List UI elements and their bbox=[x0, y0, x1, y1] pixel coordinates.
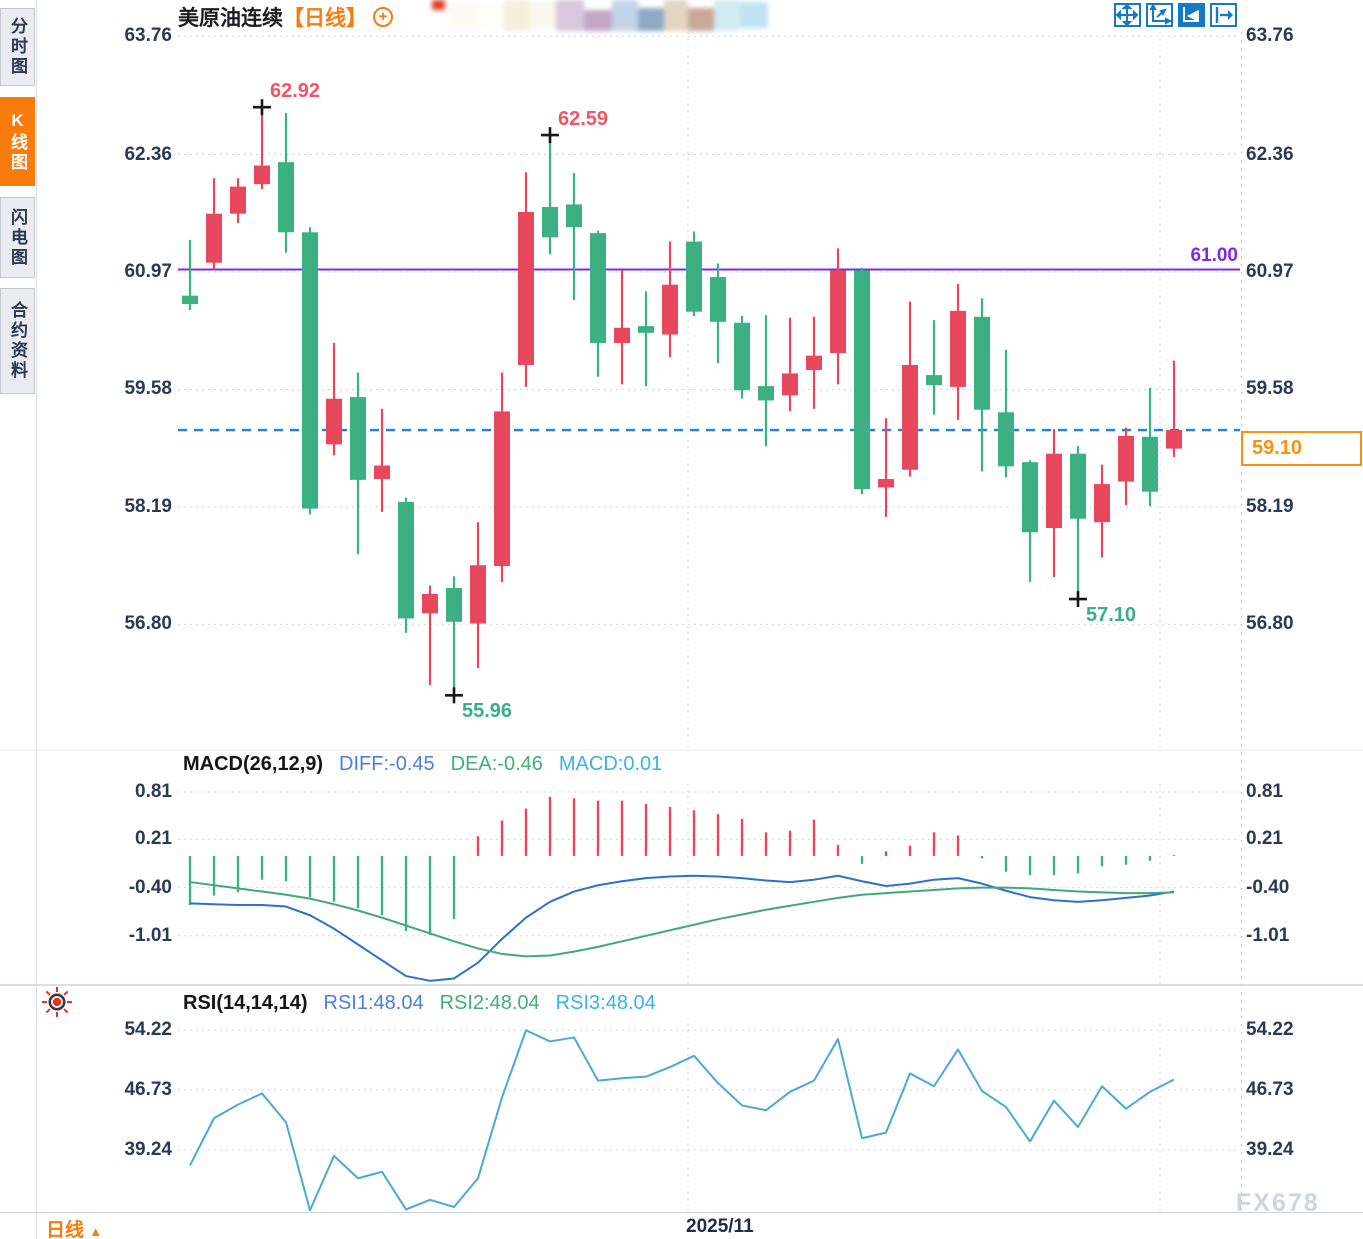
price-axis-label: 56.80 bbox=[124, 613, 172, 635]
add-indicator-icon[interactable]: + bbox=[373, 7, 393, 27]
symbol-title: 美原油连续 bbox=[178, 7, 283, 30]
sidebar-tab-1[interactable]: 分时图 bbox=[0, 8, 35, 86]
axis-range-icon[interactable] bbox=[1146, 3, 1173, 27]
price-axis-label: 59.58 bbox=[1246, 378, 1294, 400]
swing-low-label: 55.96 bbox=[462, 700, 513, 723]
swing-high-label: 62.59 bbox=[558, 108, 609, 131]
watermark: FX678 bbox=[1236, 1189, 1320, 1217]
rsi3-value: RSI3:48.04 bbox=[555, 992, 656, 1014]
rsi-header: RSI(14,14,14) RSI1:48.04 RSI2:48.04 RSI3… bbox=[183, 992, 656, 1015]
sidebar-tab-4[interactable]: 合约资料 bbox=[0, 288, 35, 394]
price-axis-label: -1.01 bbox=[1246, 924, 1290, 946]
sidebar: 分时图 K线图闪电图合约资料 bbox=[0, 0, 37, 1239]
censored-block bbox=[448, 2, 478, 28]
price-axis-label: 54.22 bbox=[1246, 1019, 1294, 1041]
price-axis-label: 0.81 bbox=[1246, 781, 1283, 802]
hline-value-label: 61.00 bbox=[1190, 245, 1238, 267]
bottom-bar-divider bbox=[36, 1213, 37, 1239]
pan-icon[interactable] bbox=[1114, 3, 1141, 27]
censored-block bbox=[688, 8, 714, 31]
rsi2-value: RSI2:48.04 bbox=[439, 992, 540, 1014]
censored-block bbox=[664, 0, 688, 31]
price-axis-label: 56.80 bbox=[1246, 613, 1294, 635]
last-price-value: 59.10 bbox=[1252, 437, 1303, 459]
macd-title: MACD(26,12,9) bbox=[183, 753, 324, 775]
rsi-title: RSI(14,14,14) bbox=[183, 992, 308, 1014]
sidebar-tab-2[interactable]: K线图 bbox=[0, 97, 35, 186]
censored-block bbox=[556, 0, 584, 31]
censored-region bbox=[430, 0, 775, 31]
swing-low-label: 57.10 bbox=[1086, 604, 1137, 626]
x-axis-date-label: 2025/11 bbox=[686, 1216, 754, 1237]
price-axis-label: 46.73 bbox=[1246, 1079, 1294, 1100]
titlebar: 美原油连续 【日线】 + bbox=[178, 2, 393, 32]
price-axis-label: 39.24 bbox=[124, 1138, 172, 1160]
price-axis-label: -0.40 bbox=[1246, 876, 1290, 898]
auto-scale-icon[interactable] bbox=[1178, 3, 1205, 27]
censored-block bbox=[478, 2, 504, 28]
price-axis-label: -1.01 bbox=[128, 924, 172, 946]
sidebar-divider bbox=[36, 0, 37, 1239]
censored-block bbox=[714, 0, 740, 31]
last-price-box: 59.10 bbox=[1241, 431, 1362, 466]
macd-macd-value: MACD:0.01 bbox=[558, 753, 663, 775]
price-axis-label: 0.81 bbox=[135, 781, 172, 802]
censored-block bbox=[740, 2, 768, 28]
period-selector-button[interactable]: 日线 ▲ bbox=[46, 1215, 102, 1239]
period-up-arrow-icon: ▲ bbox=[89, 1224, 103, 1239]
swing-high-label: 62.92 bbox=[270, 80, 321, 103]
price-axis-label: 62.36 bbox=[1246, 143, 1294, 165]
censored-block bbox=[584, 10, 612, 31]
price-axis-label: 60.97 bbox=[124, 261, 172, 282]
price-axis-label: 39.24 bbox=[1246, 1138, 1294, 1160]
price-axis-label: 59.58 bbox=[124, 378, 172, 400]
censored-block bbox=[612, 0, 638, 31]
censored-block bbox=[638, 8, 664, 31]
price-axis-label: 62.36 bbox=[124, 143, 172, 165]
price-axis-label: -0.40 bbox=[128, 876, 172, 898]
sidebar-tab-3[interactable]: 闪电图 bbox=[0, 197, 35, 278]
rsi1-value: RSI1:48.04 bbox=[323, 992, 424, 1014]
price-axis-label: 54.22 bbox=[124, 1019, 172, 1041]
chart-toolbar bbox=[1114, 3, 1237, 27]
period-selector-label: 日线 bbox=[46, 1220, 85, 1239]
price-axis-label: 58.19 bbox=[124, 495, 172, 517]
price-axis-label: 60.97 bbox=[1246, 261, 1294, 282]
macd-header: MACD(26,12,9) DIFF:-0.45 DEA:-0.46 MACD:… bbox=[183, 753, 662, 776]
price-axis-label: 63.76 bbox=[1246, 25, 1294, 47]
censored-block bbox=[530, 2, 556, 28]
pane-exit-icon[interactable] bbox=[1210, 3, 1237, 27]
bottom-bar: 日线 ▲ 2025/11 bbox=[0, 1212, 1363, 1239]
macd-dea-value: DEA:-0.46 bbox=[450, 753, 543, 775]
price-axis-label: 0.21 bbox=[135, 828, 172, 850]
sun-icon[interactable] bbox=[40, 985, 74, 1019]
macd-diff-value: DIFF:-0.45 bbox=[339, 753, 435, 775]
price-axis-label: 0.21 bbox=[1246, 828, 1283, 850]
price-axis-label: 46.73 bbox=[124, 1079, 172, 1100]
price-axis-label: 63.76 bbox=[124, 25, 172, 47]
period-tag: 【日线】 bbox=[283, 7, 367, 30]
censored-block bbox=[432, 0, 445, 10]
censored-block bbox=[504, 0, 530, 31]
price-axis-label: 58.19 bbox=[1246, 495, 1294, 517]
